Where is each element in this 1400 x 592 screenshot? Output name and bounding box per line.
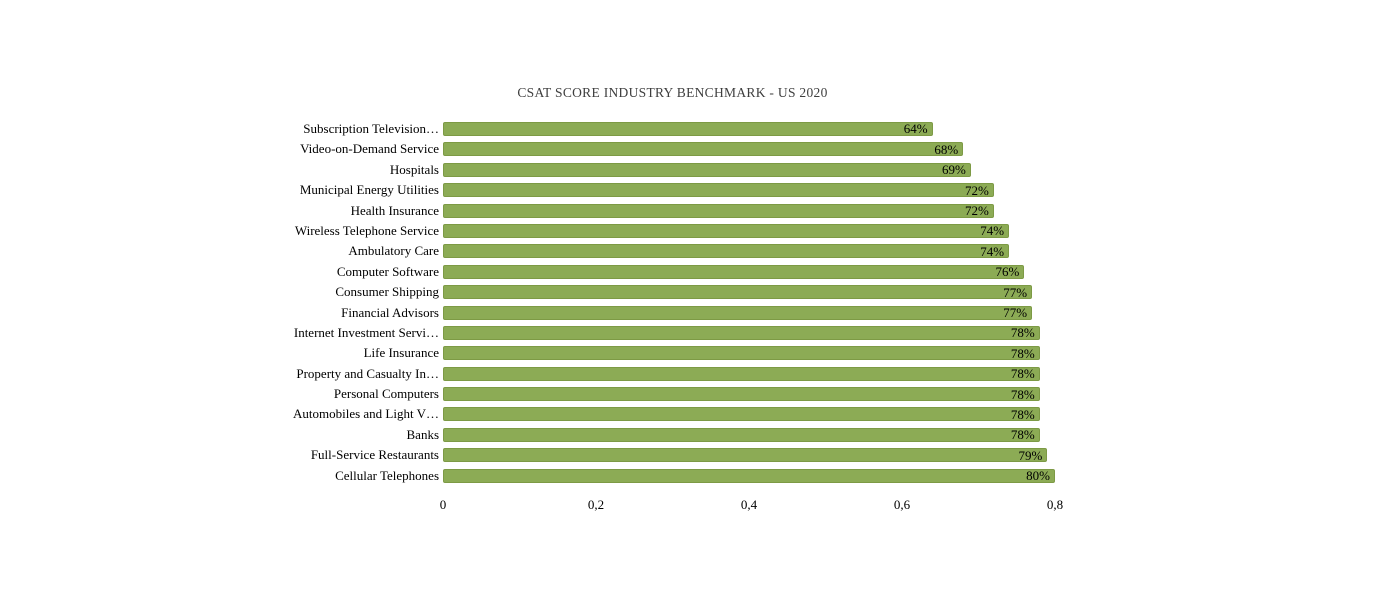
bar: 78%	[443, 386, 1040, 402]
category-label: Health Insurance	[350, 202, 439, 218]
bar-track: 77%	[443, 284, 1063, 300]
bar: 72%	[443, 182, 994, 198]
bar-track: 72%	[443, 203, 1063, 219]
bar-row: Computer Software 76%	[285, 262, 1063, 282]
bar: 64%	[443, 121, 933, 137]
bar-row: Wireless Telephone Service 74%	[285, 221, 1063, 241]
bar-track: 76%	[443, 264, 1063, 280]
bar: 74%	[443, 243, 1010, 259]
bar-row: Consumer Shipping 77%	[285, 282, 1063, 302]
bar: 78%	[443, 427, 1040, 443]
x-axis-tick-label: 0,2	[587, 497, 605, 512]
x-axis: 0 0,2 0,4 0,6 0,8	[439, 497, 1064, 515]
category-label: Internet Investment Servi…	[293, 324, 439, 340]
bar-track: 64%	[443, 121, 1063, 137]
bar-track: 74%	[443, 223, 1063, 239]
bar-row: Automobiles and Light V… 78%	[285, 404, 1063, 424]
category-label: Municipal Energy Utilities	[299, 182, 439, 198]
bar-value-label: 72%	[964, 203, 989, 219]
bar: 72%	[443, 203, 994, 219]
bar: 77%	[443, 305, 1033, 320]
category-label: Wireless Telephone Service	[294, 222, 439, 238]
bar-value-label: 78%	[1010, 386, 1035, 402]
bar: 78%	[443, 325, 1040, 341]
bar: 69%	[443, 162, 971, 178]
bar-row: Internet Investment Servi… 78%	[285, 323, 1063, 343]
bar-track: 69%	[443, 162, 1063, 178]
bar-row: Financial Advisors 77%	[285, 302, 1063, 322]
bar-rows: Subscription Television… 64% Video-on-De…	[285, 119, 1063, 486]
bar-value-label: 74%	[980, 243, 1005, 259]
bar: 68%	[443, 141, 964, 157]
bar-value-label: 76%	[995, 264, 1020, 280]
bar-value-label: 78%	[1010, 345, 1035, 361]
bar-value-label: 78%	[1010, 325, 1035, 341]
category-label: Life Insurance	[363, 345, 439, 361]
bar: 80%	[443, 468, 1055, 484]
x-axis-tick-label: 0,6	[893, 497, 911, 512]
bar-row: Banks 78%	[285, 425, 1063, 445]
bar-track: 78%	[443, 345, 1063, 361]
bar-value-label: 64%	[903, 121, 928, 137]
bar-track: 78%	[443, 427, 1063, 443]
bar-value-label: 79%	[1018, 447, 1043, 463]
category-label: Financial Advisors	[341, 304, 439, 320]
bar: 76%	[443, 264, 1025, 280]
bar-value-label: 74%	[980, 223, 1005, 239]
bar-row: Health Insurance 72%	[285, 200, 1063, 220]
bar-track: 78%	[443, 406, 1063, 422]
bar-row: Property and Casualty In… 78%	[285, 363, 1063, 383]
bar-value-label: 72%	[964, 182, 989, 198]
x-axis-tick-label: 0,4	[740, 497, 758, 512]
bar-track: 79%	[443, 447, 1063, 463]
bar-value-label: 68%	[934, 141, 959, 157]
bar-value-label: 77%	[1003, 305, 1028, 320]
category-label: Consumer Shipping	[335, 284, 439, 300]
bar-track: 74%	[443, 243, 1063, 259]
bar: 79%	[443, 447, 1048, 463]
bar: 78%	[443, 345, 1040, 361]
bar-row: Cellular Telephones 80%	[285, 465, 1063, 485]
bar-value-label: 77%	[1003, 284, 1028, 300]
category-label: Hospitals	[389, 161, 439, 177]
bar-row: Full-Service Restaurants 79%	[285, 445, 1063, 465]
bar: 74%	[443, 223, 1010, 239]
bar: 78%	[443, 366, 1040, 382]
bar-value-label: 80%	[1026, 468, 1050, 484]
category-label: Computer Software	[336, 263, 439, 279]
category-label: Subscription Television…	[303, 120, 439, 136]
category-label: Cellular Telephones	[335, 467, 439, 483]
bar-value-label: 78%	[1010, 366, 1035, 382]
bar-row: Subscription Television… 64%	[285, 119, 1063, 139]
bar-row: Personal Computers 78%	[285, 384, 1063, 404]
bar-row: Video-on-Demand Service 68%	[285, 139, 1063, 159]
bar-track: 78%	[443, 386, 1063, 402]
bar-row: Ambulatory Care 74%	[285, 241, 1063, 261]
x-axis-tick-label: 0,8	[1046, 497, 1064, 512]
bar-track: 80%	[443, 468, 1063, 484]
category-label: Property and Casualty In…	[296, 365, 439, 381]
category-label: Automobiles and Light V…	[292, 406, 439, 422]
category-label: Video-on-Demand Service	[300, 141, 439, 157]
bar-value-label: 69%	[941, 162, 966, 178]
bar-row: Municipal Energy Utilities 72%	[285, 180, 1063, 200]
bar-track: 68%	[443, 141, 1063, 157]
bar-row: Hospitals 69%	[285, 160, 1063, 180]
bar-track: 77%	[443, 305, 1063, 320]
bar-track: 78%	[443, 325, 1063, 341]
bar-track: 72%	[443, 182, 1063, 198]
bar: 78%	[443, 406, 1040, 422]
chart-title: CSAT SCORE INDUSTRY BENCHMARK - US 2020	[517, 85, 828, 100]
category-label: Personal Computers	[333, 386, 439, 402]
bar-value-label: 78%	[1010, 406, 1035, 422]
category-label: Banks	[406, 426, 440, 442]
bar-value-label: 78%	[1010, 427, 1035, 443]
category-label: Ambulatory Care	[348, 243, 439, 259]
bar-track: 78%	[443, 366, 1063, 382]
bar-row: Life Insurance 78%	[285, 343, 1063, 363]
category-label: Full-Service Restaurants	[310, 447, 439, 463]
x-axis-tick-label: 0	[439, 497, 447, 512]
bar: 77%	[443, 284, 1033, 300]
